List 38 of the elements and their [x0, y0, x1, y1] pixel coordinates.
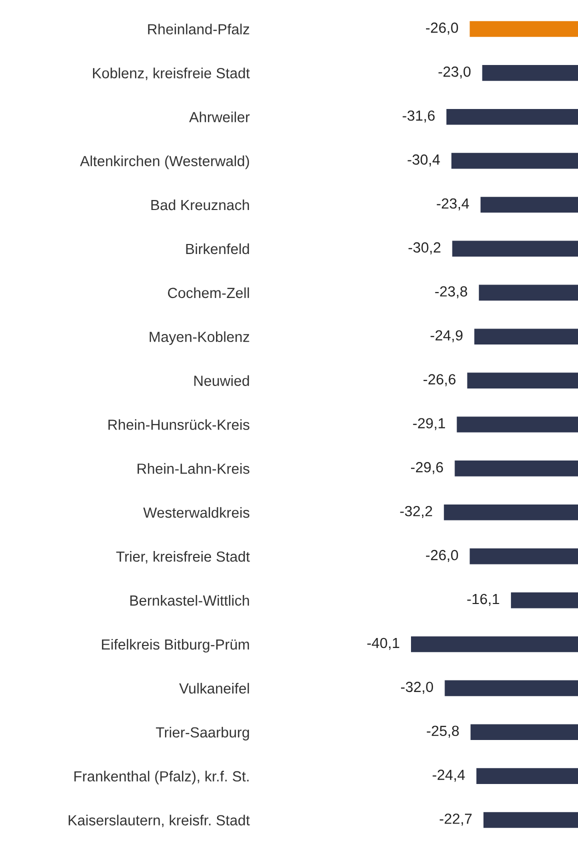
data-label: -30,2 — [408, 242, 440, 254]
y-tick-label: Neuwied — [194, 375, 249, 386]
y-tick-label: Bernkastel-Wittlich — [130, 595, 249, 606]
data-label: -31,6 — [402, 110, 435, 123]
y-tick-label: Mayen-Koblenz — [150, 331, 250, 345]
data-label: -24,9 — [430, 330, 463, 342]
y-tick-label: Cochem-Zell — [168, 287, 249, 298]
y-tick-label: Birkenfeld — [186, 243, 249, 254]
data-label: -23,0 — [438, 66, 471, 79]
y-tick-label: Trier-Saarburg — [156, 726, 249, 740]
data-label: -30,4 — [408, 154, 440, 166]
y-tick-label: Frankenthal (Pfalz), kr.f. St. — [74, 770, 249, 784]
y-tick-label: Ahrweiler — [189, 112, 250, 122]
data-label: -23,4 — [436, 198, 470, 210]
data-label: -26,0 — [426, 550, 458, 562]
y-tick-label: Koblenz, kreisfreie Stadt — [93, 68, 250, 80]
data-label: -32,2 — [400, 506, 432, 518]
data-label: -23,8 — [435, 286, 468, 298]
y-tick-label: Rhein-Hunsrück-Kreis — [108, 419, 250, 430]
y-tick-label: Altenkirchen (Westerwald) — [80, 156, 249, 170]
y-tick-label: Vulkaneifel — [179, 682, 249, 694]
data-label: -24,4 — [432, 770, 465, 782]
data-label: -32,0 — [401, 682, 434, 694]
y-tick-label: Rhein-Lahn-Kreis — [138, 463, 250, 474]
data-label: -29,6 — [411, 462, 443, 474]
data-label: -29,1 — [413, 418, 445, 430]
data-label: -26,0 — [426, 22, 458, 35]
y-tick-label: Trier, kreisfreie Stadt — [116, 551, 250, 564]
data-label: -16,1 — [467, 594, 500, 606]
data-label: -22,7 — [440, 814, 472, 826]
y-tick-label: Bad Kreuznach — [151, 199, 249, 210]
y-tick-label: Eifelkreis Bitburg-Prüm — [102, 638, 249, 653]
y-tick-label: Kaiserslautern, kreisfr. Stadt — [68, 814, 250, 828]
data-label: -25,8 — [426, 726, 459, 738]
data-label: -40,1 — [367, 638, 400, 650]
y-tick-label: Rheinland-Pfalz — [148, 24, 250, 34]
data-label: -26,6 — [424, 374, 456, 386]
y-tick-label: Westerwaldkreis — [143, 507, 250, 518]
